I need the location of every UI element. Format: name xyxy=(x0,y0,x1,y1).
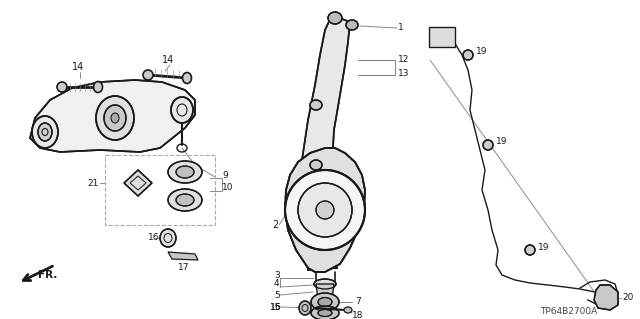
Ellipse shape xyxy=(57,82,67,92)
Ellipse shape xyxy=(318,298,332,307)
Text: 2: 2 xyxy=(272,220,278,230)
Ellipse shape xyxy=(32,116,58,148)
Ellipse shape xyxy=(311,293,339,311)
Text: 14: 14 xyxy=(72,62,84,72)
Ellipse shape xyxy=(93,81,102,93)
Polygon shape xyxy=(30,80,195,152)
Ellipse shape xyxy=(310,160,322,170)
Polygon shape xyxy=(124,170,152,196)
Ellipse shape xyxy=(346,20,358,30)
Ellipse shape xyxy=(328,12,342,24)
Ellipse shape xyxy=(111,113,119,123)
FancyBboxPatch shape xyxy=(429,27,455,47)
Polygon shape xyxy=(594,285,618,310)
Text: FR.: FR. xyxy=(38,270,58,280)
Text: 15: 15 xyxy=(270,303,282,313)
Ellipse shape xyxy=(182,72,191,84)
Ellipse shape xyxy=(168,189,202,211)
Text: 15: 15 xyxy=(270,303,282,313)
Text: 7: 7 xyxy=(355,298,361,307)
Text: 19: 19 xyxy=(496,137,508,146)
Ellipse shape xyxy=(168,161,202,183)
Ellipse shape xyxy=(104,105,126,131)
Ellipse shape xyxy=(176,194,194,206)
Text: 1: 1 xyxy=(398,24,404,33)
Ellipse shape xyxy=(463,50,473,60)
Ellipse shape xyxy=(525,245,535,255)
Text: 9: 9 xyxy=(222,170,228,180)
Text: TP64B2700A: TP64B2700A xyxy=(540,308,597,316)
Text: 3: 3 xyxy=(274,271,280,279)
Ellipse shape xyxy=(344,307,352,313)
Ellipse shape xyxy=(314,279,336,289)
Polygon shape xyxy=(285,148,365,272)
Ellipse shape xyxy=(143,70,153,80)
Polygon shape xyxy=(316,284,334,300)
Ellipse shape xyxy=(483,140,493,150)
Text: 16: 16 xyxy=(148,234,159,242)
Text: 12: 12 xyxy=(398,56,410,64)
Text: 19: 19 xyxy=(538,242,550,251)
Text: 20: 20 xyxy=(622,293,634,301)
Ellipse shape xyxy=(38,123,52,141)
Text: 14: 14 xyxy=(162,55,174,65)
Ellipse shape xyxy=(311,306,339,319)
Ellipse shape xyxy=(316,201,334,219)
Ellipse shape xyxy=(299,301,311,315)
Text: 4: 4 xyxy=(274,279,280,288)
Text: 5: 5 xyxy=(274,291,280,300)
Ellipse shape xyxy=(285,170,365,250)
Polygon shape xyxy=(300,15,350,270)
Text: 21: 21 xyxy=(87,179,99,188)
Ellipse shape xyxy=(318,309,332,316)
Text: 17: 17 xyxy=(178,263,189,272)
Ellipse shape xyxy=(176,166,194,178)
Text: 10: 10 xyxy=(222,183,234,192)
Ellipse shape xyxy=(96,96,134,140)
Ellipse shape xyxy=(171,97,193,123)
Text: 6: 6 xyxy=(274,302,280,311)
Ellipse shape xyxy=(160,229,176,247)
Text: 18: 18 xyxy=(352,310,364,319)
Text: 19: 19 xyxy=(476,48,488,56)
Polygon shape xyxy=(168,252,198,260)
Ellipse shape xyxy=(310,100,322,110)
Ellipse shape xyxy=(298,183,352,237)
Text: 13: 13 xyxy=(398,69,410,78)
